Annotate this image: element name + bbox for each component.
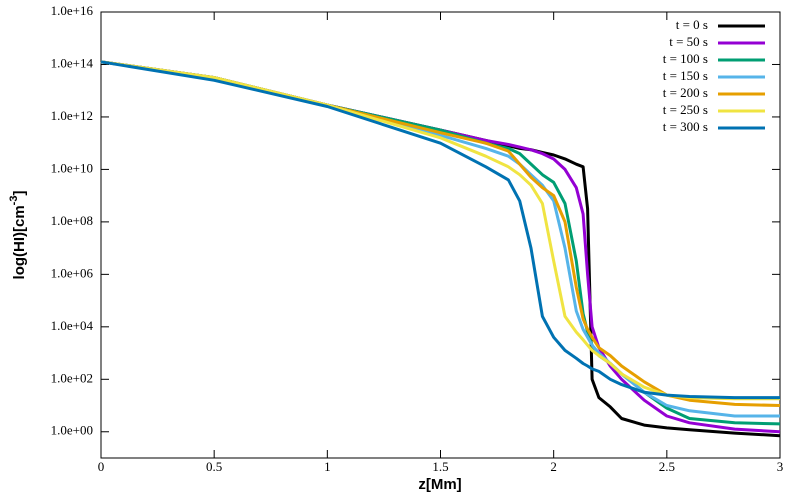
series-line: [100, 60, 780, 400]
y-tick-label: 1.0e+08: [51, 213, 93, 228]
legend-label: t = 150 s: [663, 68, 708, 83]
series-line: [100, 60, 781, 438]
y-axis-label: log(HI)[cm-3]: [8, 191, 28, 280]
x-tick-label: 1.5: [432, 459, 448, 474]
y-tick-label: 1.0e+04: [51, 318, 94, 333]
legend-label: t = 50 s: [669, 34, 708, 49]
x-tick-label: 0.5: [206, 459, 222, 474]
series-line: [100, 60, 781, 434]
x-tick-label: 2: [550, 459, 557, 474]
legend-label: t = 100 s: [663, 51, 708, 66]
x-tick-label: 3: [777, 459, 784, 474]
series-line: [100, 60, 780, 401]
y-tick-label: 1.0e+12: [51, 108, 93, 123]
y-tick-label: 1.0e+00: [51, 423, 93, 438]
legend-label: t = 200 s: [663, 85, 708, 100]
x-axis-label: z[Mm]: [418, 476, 461, 493]
y-tick-label: 1.0e+06: [51, 265, 94, 280]
x-tick-label: 2.5: [659, 459, 675, 474]
y-label-text: log(HI)[cm: [11, 205, 28, 279]
legend-label: t = 250 s: [663, 102, 708, 117]
legend-label: t = 300 s: [663, 119, 708, 134]
x-tick-label: 0: [98, 459, 105, 474]
x-tick-label: 1: [324, 459, 331, 474]
y-tick-label: 1.0e+10: [51, 160, 93, 175]
legend-label: t = 0 s: [676, 17, 708, 32]
y-label-sup: -3: [8, 196, 20, 206]
y-label-suffix: ]: [11, 191, 28, 196]
y-tick-label: 1.0e+02: [51, 370, 93, 385]
series-line: [100, 60, 780, 418]
y-tick-label: 1.0e+14: [51, 55, 94, 70]
y-tick-label: 1.0e+16: [51, 3, 94, 18]
series-line: [100, 60, 781, 407]
